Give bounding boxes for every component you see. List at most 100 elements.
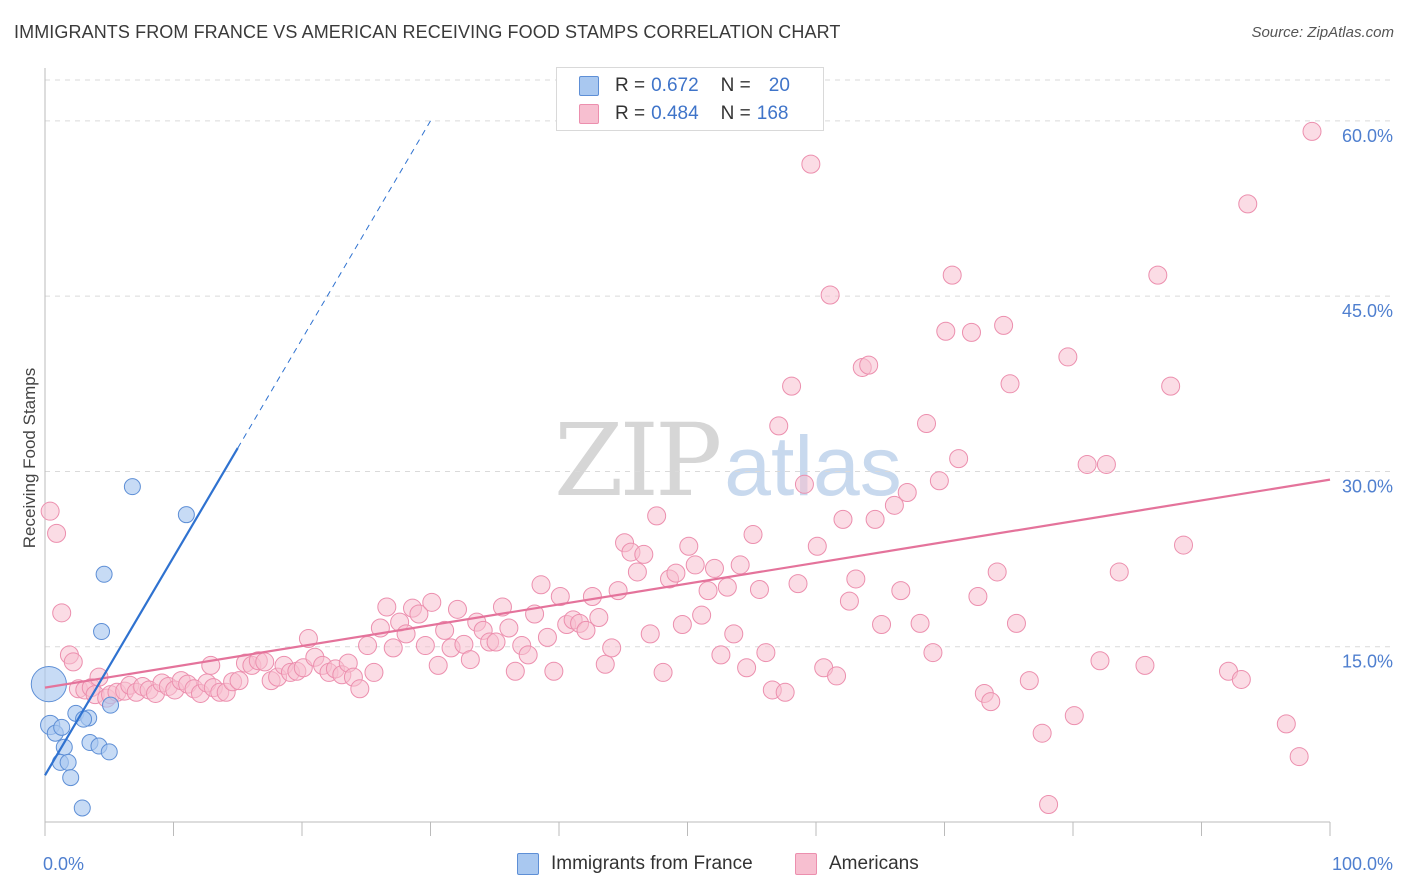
legend-r-value: 0.672 (651, 75, 699, 96)
american-point (788, 574, 808, 594)
american-point (47, 523, 67, 543)
legend-n-label: N = (720, 75, 751, 96)
legend-r-label: R = (615, 103, 646, 124)
american-point (422, 592, 442, 612)
american-point (647, 506, 667, 526)
american-point (1135, 655, 1155, 675)
american-point (634, 544, 654, 564)
american-point (730, 555, 750, 575)
american-point (704, 558, 724, 578)
legend-n-label: N = (720, 103, 751, 124)
american-point (544, 661, 564, 681)
american-point (518, 645, 538, 665)
american-point (949, 449, 969, 469)
correlation-legend: R = 0.672 N = 20 R = 0.484 N = 168 (556, 67, 824, 131)
american-point (923, 643, 943, 663)
american-point (1109, 562, 1129, 582)
american-point (769, 416, 789, 436)
american-point (987, 562, 1007, 582)
american-point (839, 591, 859, 611)
american-point (1032, 723, 1052, 743)
american-point (589, 608, 609, 628)
american-point (1064, 706, 1084, 726)
american-point (820, 285, 840, 305)
american-point (1302, 121, 1322, 141)
france-point (177, 506, 195, 524)
american-point (942, 265, 962, 285)
american-point (255, 652, 275, 672)
legend-r-label: R = (615, 75, 646, 96)
american-point (550, 586, 570, 606)
american-point (891, 581, 911, 601)
france-point (100, 743, 118, 761)
american-point (679, 536, 699, 556)
american-point (1019, 671, 1039, 691)
american-point (582, 586, 602, 606)
american-point (981, 692, 1001, 712)
american-point (936, 321, 956, 341)
american-point (672, 615, 692, 635)
france-trend-extension (237, 120, 431, 449)
trend-lines (44, 120, 1331, 776)
legend-n-value: 168 (756, 103, 789, 124)
american-point (595, 654, 615, 674)
american-point (505, 661, 525, 681)
france-series (30, 478, 195, 817)
american-point (994, 315, 1014, 335)
american-point (1090, 651, 1110, 671)
series-legend: Immigrants from France Americans (0, 850, 1406, 878)
american-point (872, 615, 892, 635)
axes (44, 68, 1331, 836)
legend-r-value: 0.484 (651, 103, 699, 124)
american-point (897, 482, 917, 502)
tick-labels: 15.0% 30.0% 45.0% 60.0% 0.0% 100.0% (43, 126, 1393, 874)
american-point (801, 154, 821, 174)
american-point (1289, 747, 1309, 767)
american-point (63, 652, 83, 672)
american-point (666, 563, 686, 583)
source-label: Source: ZipAtlas.com (1251, 24, 1394, 41)
y-tick-label: 15.0% (1342, 652, 1393, 672)
american-point (537, 627, 557, 647)
watermark: ZIPatlas (554, 402, 902, 519)
x-tick-label: 100.0% (1332, 854, 1393, 874)
legend-swatch-france (579, 76, 599, 96)
american-point (749, 579, 769, 599)
france-point (73, 799, 91, 817)
american-point (627, 562, 647, 582)
american-point (653, 662, 673, 682)
legend-row-france: R = 0.672 N = 20 (579, 73, 790, 99)
legend-item-france[interactable]: Immigrants from France (517, 850, 753, 878)
american-point (492, 597, 512, 617)
american-point (358, 636, 378, 656)
legend-item-americans[interactable]: Americans (795, 850, 919, 878)
american-point (711, 645, 731, 665)
american-point (350, 679, 370, 699)
legend-row-americans: R = 0.484 N = 168 (579, 101, 789, 127)
american-point (435, 620, 455, 640)
american-point (846, 569, 866, 589)
france-point (93, 623, 111, 641)
france-point (53, 718, 71, 736)
american-point (743, 525, 763, 545)
american-point (756, 643, 776, 663)
american-point (531, 575, 551, 595)
y-tick-label: 45.0% (1342, 301, 1393, 321)
american-point (685, 555, 705, 575)
american-point (794, 474, 814, 494)
american-point (968, 586, 988, 606)
american-point (698, 581, 718, 601)
france-point (59, 753, 77, 771)
american-point (1000, 374, 1020, 394)
american-point (377, 597, 397, 617)
american-point (775, 682, 795, 702)
legend-label-france: Immigrants from France (551, 853, 753, 874)
american-point (1238, 194, 1258, 214)
american-point (499, 618, 519, 638)
american-point (884, 495, 904, 515)
american-point (383, 638, 403, 658)
american-point (1006, 613, 1026, 633)
france-trend-line (44, 447, 239, 776)
legend-swatch-americans (795, 853, 817, 875)
